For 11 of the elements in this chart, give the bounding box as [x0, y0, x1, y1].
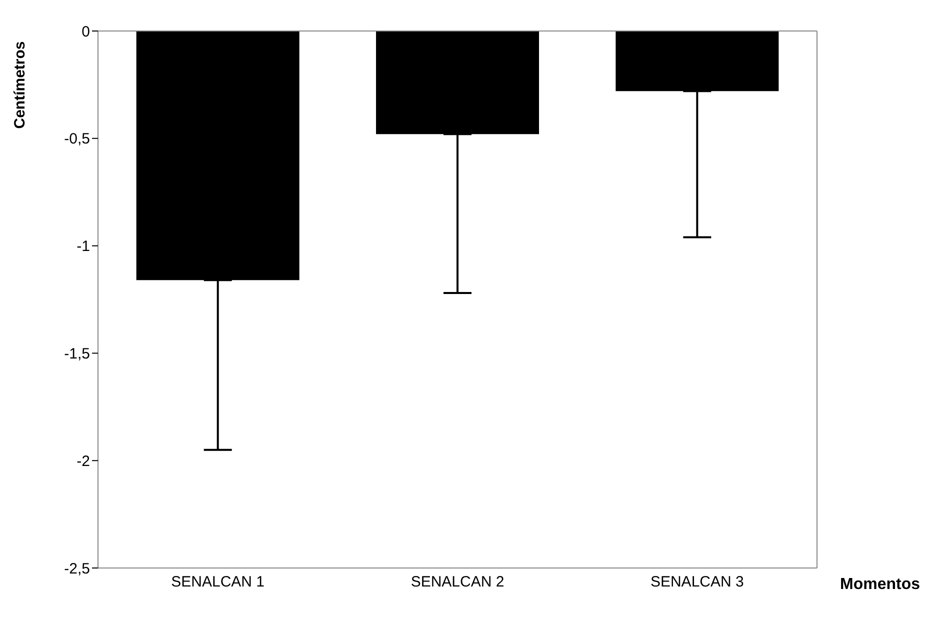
y-tick-label: -1,5: [64, 346, 90, 363]
y-tick-label: -2,5: [64, 560, 90, 578]
x-tick-label: SENALCAN 3: [650, 574, 744, 591]
y-tick-label: 0: [82, 23, 90, 40]
x-axis-title: Momentos: [840, 576, 920, 594]
y-tick-label: -0,5: [64, 130, 90, 148]
y-tick-label: -1: [76, 238, 90, 256]
y-tick-label: -2: [76, 452, 90, 470]
x-tick-label: SENALCAN 1: [171, 574, 265, 591]
x-tick-label: SENALCAN 2: [410, 574, 504, 591]
y-axis-title: Centímetros: [12, 41, 28, 129]
